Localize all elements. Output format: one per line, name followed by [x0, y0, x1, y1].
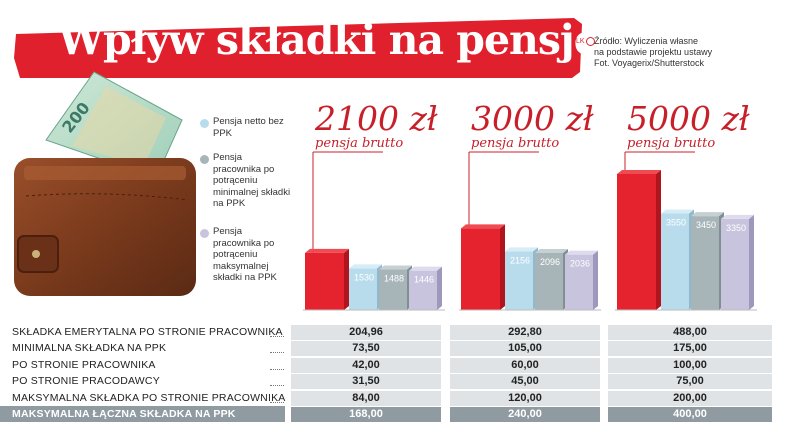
group-amount-label: 2100 zł	[314, 99, 438, 138]
bar-top	[305, 248, 349, 253]
title-banner	[14, 18, 582, 78]
bar-gross	[461, 228, 500, 310]
bar-gross	[617, 174, 656, 310]
page-title: Wpływ składki na pensję	[58, 16, 600, 64]
bar-value-label: 1446	[414, 275, 434, 285]
bar-side	[593, 250, 598, 310]
bar-net	[661, 213, 689, 310]
bar-side	[437, 266, 442, 310]
legend-label-max: Pensja pracownika po potrąceniu maksymal…	[213, 226, 277, 283]
bar-value-label: 1488	[384, 274, 404, 284]
source-line-1: Źródło: Wyliczenia własne	[594, 36, 698, 46]
source-line-3: Fot. Voyagerix/Shutterstock	[594, 58, 705, 68]
legend-swatch-net	[200, 119, 209, 128]
bar-top	[721, 214, 754, 219]
bar-gross	[305, 252, 344, 310]
legend-label-min: Pensja pracownika po potrąceniu minimaln…	[213, 152, 291, 209]
bar-value-label: 1530	[354, 272, 374, 282]
group-caption-label: pensja brutto	[627, 136, 715, 151]
bar-side	[656, 170, 661, 310]
bar-top	[409, 266, 442, 271]
bar-min-ppk	[379, 269, 407, 310]
bar-value-label: 3450	[696, 220, 716, 230]
source-badge: LK	[576, 36, 595, 47]
bar-top	[617, 170, 661, 174]
bar-top	[461, 224, 505, 229]
group-caption-label: pensja brutto	[471, 136, 559, 151]
bar-value-label: 3550	[666, 217, 686, 227]
bar-value-label: 2156	[510, 255, 530, 265]
bar-top	[661, 209, 694, 214]
bar-value-label: 2096	[540, 257, 560, 267]
bar-value-label: 3350	[726, 223, 746, 233]
wallet-body	[14, 158, 196, 296]
group-amount-label: 3000 zł	[471, 99, 594, 138]
source-note: LK Źródło: Wyliczenia własne na podstawi…	[576, 36, 799, 69]
bar-min-ppk	[691, 216, 719, 310]
bar-max-ppk	[565, 254, 593, 310]
bar-value-label: 2036	[570, 259, 590, 269]
group-amount-label: 5000 zł	[627, 99, 750, 138]
wallet-illustration: 200	[14, 71, 196, 296]
bar-top	[691, 212, 724, 217]
bar-side	[500, 224, 505, 310]
bar-side	[344, 248, 349, 310]
bar-top	[565, 250, 598, 255]
license-icon	[585, 36, 595, 46]
bar-side	[749, 214, 754, 310]
bar-top	[505, 247, 538, 252]
bar-max-ppk	[721, 218, 749, 310]
banner-shape	[14, 18, 582, 78]
legend-swatch-min	[200, 155, 209, 164]
bar-top	[349, 264, 382, 269]
bar-max-ppk	[409, 270, 437, 310]
bar-top	[379, 265, 412, 270]
bar-net	[505, 251, 533, 310]
bar-net	[349, 268, 377, 310]
legend-label-net: Pensja netto bez PPK	[213, 116, 284, 139]
bar-min-ppk	[535, 252, 563, 310]
legend-swatch-max	[200, 229, 209, 238]
group-caption-label: pensja brutto	[315, 136, 403, 151]
source-line-2: na podstawie projektu ustawy	[594, 47, 713, 57]
bar-top	[535, 248, 568, 253]
banknote-icon: 200	[45, 71, 183, 179]
